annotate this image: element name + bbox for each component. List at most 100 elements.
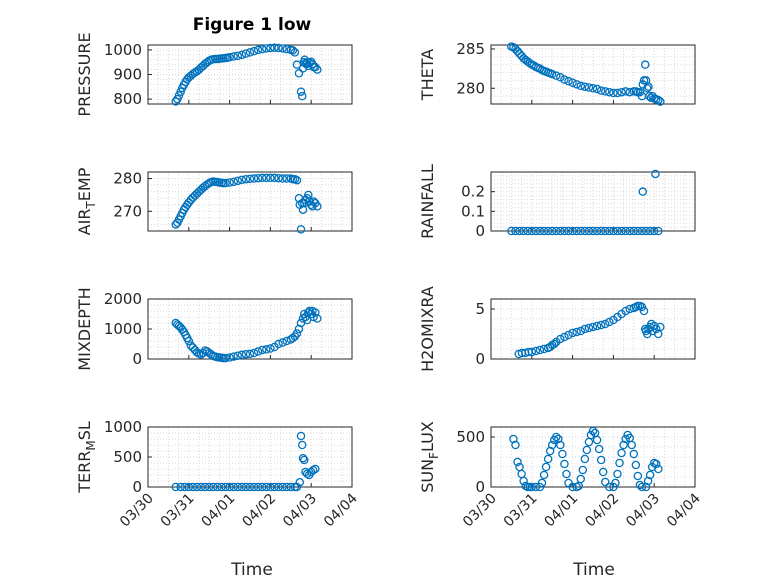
data-point bbox=[204, 482, 214, 492]
data-point bbox=[513, 457, 522, 467]
panel-rainfall: 0 0.10.2 RAINFALL bbox=[418, 164, 696, 240]
data-point bbox=[245, 174, 255, 184]
data-point bbox=[296, 87, 306, 96]
data-point bbox=[613, 469, 622, 479]
data-point bbox=[297, 91, 307, 101]
data-point bbox=[527, 347, 537, 357]
data-point bbox=[531, 482, 541, 492]
data-point bbox=[560, 459, 569, 469]
data-point bbox=[292, 175, 302, 185]
data-point bbox=[588, 426, 598, 436]
data-point bbox=[270, 482, 279, 492]
data-point bbox=[515, 226, 524, 236]
data-point bbox=[171, 482, 180, 492]
data-point bbox=[592, 84, 602, 94]
data-point bbox=[196, 482, 206, 492]
data-point bbox=[605, 87, 614, 97]
data-point bbox=[627, 440, 637, 450]
data-point bbox=[241, 49, 251, 58]
data-point bbox=[249, 482, 259, 492]
data-point bbox=[311, 464, 320, 474]
data-point bbox=[535, 345, 545, 355]
data-point bbox=[241, 174, 251, 184]
data-point bbox=[547, 226, 557, 236]
x-tick-label: 04/03 bbox=[623, 491, 663, 531]
y-tick-label: 1000 bbox=[104, 320, 142, 338]
data-point bbox=[549, 339, 559, 349]
data-point bbox=[253, 45, 263, 55]
data-point bbox=[539, 226, 549, 236]
data-point bbox=[609, 88, 618, 98]
x-tick-label: 04/02 bbox=[582, 491, 622, 531]
data-point bbox=[245, 482, 255, 492]
data-point bbox=[547, 69, 557, 79]
data-point bbox=[654, 464, 663, 474]
data-point bbox=[519, 476, 528, 486]
data-point bbox=[560, 332, 569, 342]
data-point bbox=[651, 459, 661, 469]
y-tick-label: 280 bbox=[456, 79, 485, 97]
y-tick-label: 0 bbox=[475, 222, 485, 240]
data-point bbox=[625, 226, 634, 236]
data-point bbox=[588, 226, 598, 236]
data-point bbox=[225, 178, 234, 187]
data-point bbox=[229, 177, 238, 187]
data-point bbox=[600, 226, 610, 236]
data-point bbox=[596, 86, 606, 95]
x-tick-label: 03/31 bbox=[501, 491, 541, 531]
data-point bbox=[313, 314, 322, 323]
data-point bbox=[621, 434, 630, 444]
data-point bbox=[311, 62, 320, 72]
data-point bbox=[198, 348, 208, 358]
panel-terr_msl: 0 500 1000 03/30 03/31 04/01 04/02 04/03 04/04 TE… bbox=[75, 418, 361, 530]
data-point bbox=[249, 348, 259, 358]
x-tick-label: 04/01 bbox=[199, 491, 239, 531]
data-point bbox=[188, 343, 198, 352]
data-point bbox=[645, 91, 654, 101]
data-point bbox=[225, 482, 234, 492]
data-point bbox=[229, 52, 238, 61]
data-point bbox=[266, 482, 275, 492]
data-point bbox=[578, 465, 588, 475]
data-point bbox=[209, 482, 218, 492]
data-point bbox=[262, 44, 271, 53]
x-tick-label: 04/04 bbox=[321, 490, 361, 530]
x-tick-label: 03/30 bbox=[117, 491, 157, 531]
data-point bbox=[600, 319, 610, 329]
data-point bbox=[643, 84, 652, 93]
data-point bbox=[225, 353, 234, 362]
data-point bbox=[237, 175, 247, 185]
data-point bbox=[531, 346, 541, 356]
data-point bbox=[633, 471, 643, 481]
data-point bbox=[266, 173, 275, 183]
data-point bbox=[298, 453, 308, 463]
data-point bbox=[605, 226, 614, 236]
data-point bbox=[262, 345, 271, 354]
data-point bbox=[639, 306, 649, 316]
data-point bbox=[646, 93, 656, 102]
data-point bbox=[552, 226, 561, 236]
y-tick-label: 0.1 bbox=[461, 202, 485, 220]
data-point bbox=[625, 87, 634, 97]
data-point bbox=[560, 75, 569, 84]
data-point bbox=[184, 482, 194, 492]
data-point bbox=[605, 482, 614, 492]
data-point bbox=[584, 323, 594, 333]
y-axis-label: SUNFLUX bbox=[418, 421, 441, 493]
data-point bbox=[300, 455, 309, 465]
data-point bbox=[580, 324, 590, 334]
data-point bbox=[200, 482, 210, 492]
data-point bbox=[613, 88, 622, 98]
data-point bbox=[556, 73, 565, 82]
y-tick-label: 280 bbox=[113, 170, 142, 188]
y-axis-label: H2OMIXRA bbox=[418, 286, 437, 372]
data-point bbox=[613, 226, 622, 236]
data-point bbox=[568, 482, 577, 492]
data-point bbox=[556, 226, 565, 236]
y-tick-label: 2000 bbox=[104, 290, 142, 308]
data-point bbox=[253, 482, 263, 492]
data-point bbox=[527, 226, 537, 236]
y-axis-label: AIRTEMP bbox=[75, 167, 98, 235]
data-point bbox=[645, 226, 655, 236]
data-point bbox=[213, 482, 222, 492]
